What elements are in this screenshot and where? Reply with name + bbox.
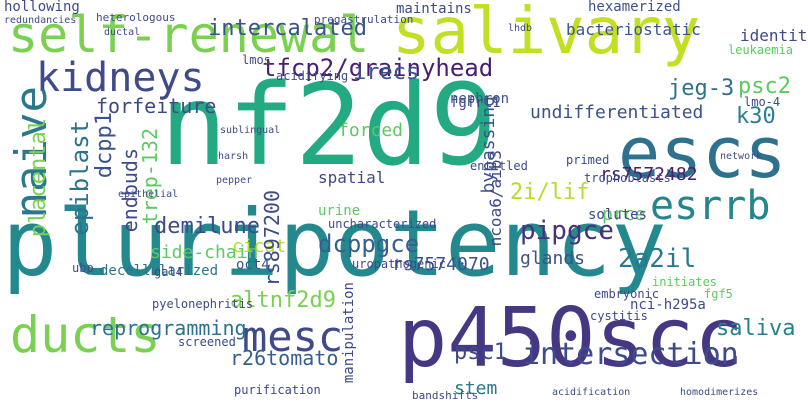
- word: reprogramming: [90, 316, 247, 340]
- word: cicat: [232, 236, 287, 257]
- word: kidneys: [36, 55, 205, 101]
- word: ductal: [104, 27, 141, 38]
- word: epithelial: [118, 189, 179, 200]
- word: sublingual: [220, 125, 281, 136]
- word: intercalated: [208, 16, 367, 41]
- word: psc1: [454, 340, 507, 365]
- word: k30: [736, 104, 776, 129]
- word: urine: [318, 203, 361, 219]
- word: saliva: [716, 316, 796, 341]
- word: intersection: [522, 337, 739, 372]
- word: 2a2il: [618, 244, 697, 274]
- word: dcppgce: [318, 230, 420, 258]
- word: acidifying: [276, 69, 349, 83]
- word: cystitis: [590, 309, 648, 323]
- word: lhdb: [508, 23, 533, 34]
- word: entitled: [470, 159, 528, 173]
- word: harsh: [218, 151, 249, 162]
- word: homodimerizes: [680, 387, 759, 398]
- word: dcpp1: [92, 112, 117, 179]
- word: heterologous: [96, 11, 176, 24]
- word: solutes: [588, 207, 648, 223]
- word: identity: [740, 26, 808, 45]
- word: self-renewal: [8, 6, 370, 64]
- word: side-chain: [150, 242, 259, 263]
- word: stem: [454, 378, 498, 399]
- word: trep-132: [138, 128, 162, 225]
- word: gal4: [154, 265, 183, 279]
- word: p450scc: [398, 291, 744, 386]
- word: primed: [566, 153, 610, 167]
- word: placental: [26, 118, 51, 238]
- word: bandshifts: [412, 389, 479, 402]
- word: demilune: [154, 214, 260, 239]
- word: fgf5: [704, 287, 733, 301]
- word: mesc: [242, 312, 344, 361]
- word: trophoblasts: [584, 171, 671, 185]
- word: altnf2d9: [230, 288, 336, 313]
- word: nephron: [450, 91, 510, 107]
- word: fgfrl1: [450, 95, 501, 111]
- word: undifferentiated: [530, 102, 704, 123]
- word: pluripotency: [2, 190, 667, 297]
- word: lmos: [242, 53, 271, 67]
- word: salivary: [392, 0, 701, 69]
- word: redundancies: [4, 15, 77, 26]
- word: embryonic: [594, 287, 660, 301]
- word: ubp: [72, 261, 94, 275]
- word: pyelonephritis: [152, 297, 254, 311]
- word: glands: [520, 248, 586, 269]
- word: pregastrulation: [314, 13, 414, 26]
- word: maintains: [396, 1, 472, 17]
- word: decellularized: [100, 263, 219, 279]
- word: ducts: [10, 306, 161, 364]
- word: spatial: [318, 168, 386, 187]
- word: irecs: [353, 60, 420, 85]
- word: acidification: [552, 387, 631, 398]
- word: forfeiture: [96, 94, 217, 118]
- word: tfcp2/grainyhead: [262, 54, 494, 82]
- word: nf2d9: [160, 61, 498, 191]
- word: forced: [338, 120, 404, 141]
- word: esrrb: [650, 183, 771, 229]
- word: uncharacterized: [328, 217, 437, 231]
- word: r26tomato: [230, 346, 339, 370]
- word: prce: [602, 204, 646, 225]
- word: uropathogenic: [352, 257, 446, 271]
- word: hexamerized: [588, 0, 681, 15]
- word: pipgce: [520, 216, 614, 246]
- word: epiblast: [66, 120, 94, 236]
- word: screened: [178, 335, 236, 349]
- word: 2i/lif: [510, 180, 590, 205]
- word: purification: [234, 383, 321, 397]
- word: rs7572482: [600, 164, 698, 185]
- word: lmo-4: [744, 95, 781, 109]
- word: escs: [618, 112, 787, 194]
- word: bacteriostatic: [566, 20, 701, 39]
- word: jeg-3: [668, 76, 735, 101]
- word: network: [720, 151, 763, 162]
- word: manipulation: [341, 282, 357, 384]
- word: hollowing: [4, 0, 80, 15]
- word: rs7574070: [392, 254, 490, 275]
- word: oct4: [236, 257, 270, 273]
- word: leukaemia: [728, 43, 794, 57]
- word: psc2: [738, 74, 791, 99]
- word: initiates: [652, 275, 718, 289]
- word: pepper: [216, 175, 253, 186]
- word: nci-h295a: [630, 297, 706, 313]
